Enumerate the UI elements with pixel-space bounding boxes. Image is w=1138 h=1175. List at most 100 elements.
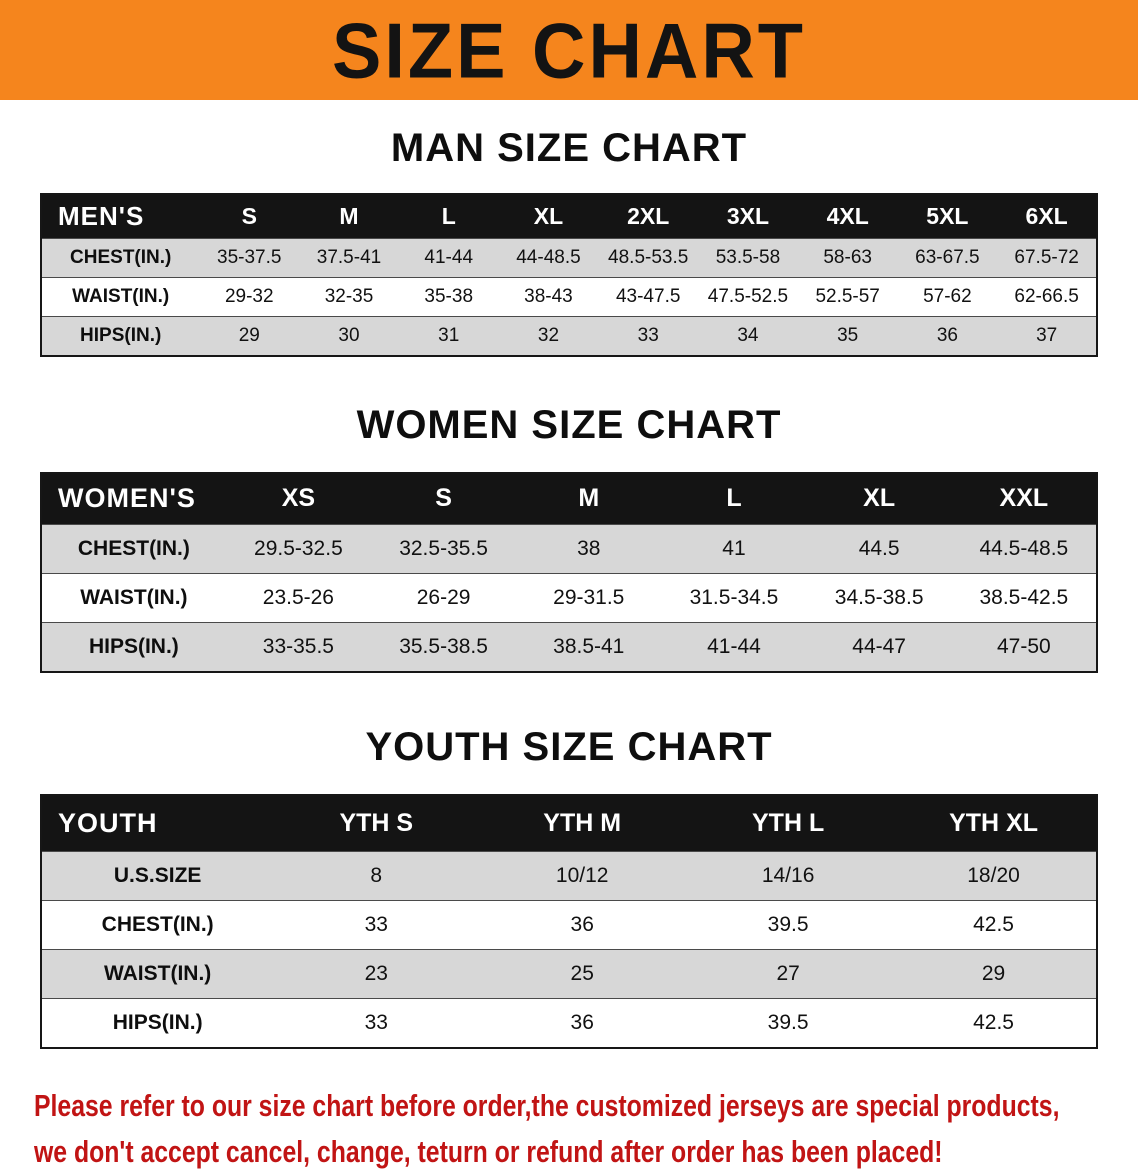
size-value: 32 [537, 324, 560, 346]
size-value: 18/20 [967, 863, 1020, 887]
youth-size-table: YOUTH YTH S YTH M YTH L YTH XL U.S.SIZE 8 10/12… [40, 794, 1098, 1049]
size-value: 23 [364, 961, 388, 985]
size-value: 29 [238, 324, 260, 346]
size-value: 44.5 [858, 537, 900, 560]
size-value: 33 [637, 324, 659, 346]
size-value: 39.5 [767, 1010, 809, 1034]
row-label: HIPS(IN.) [112, 1010, 203, 1034]
size-value: 29-31.5 [553, 586, 625, 609]
size-value: 25 [570, 961, 594, 985]
size-value: 41-44 [707, 635, 761, 658]
size-value: 31 [438, 324, 460, 346]
row-label: CHEST(IN.) [101, 912, 214, 936]
size-value: 29 [981, 961, 1006, 985]
men-table-title: MEN'S [41, 194, 200, 238]
size-value: 44-47 [852, 635, 906, 658]
table-row: CHEST(IN.) 33 36 39.5 42.5 [41, 900, 1097, 949]
size-value: 31.5-34.5 [689, 586, 779, 609]
column-header: S [199, 194, 300, 238]
size-value: 52.5-57 [815, 285, 880, 307]
men-size-table: MEN'S S M L XL 2XL 3XL 4XL 5XL 6XL CHEST(IN.) 35-37… [40, 193, 1098, 357]
notice-line-1: Please refer to our size chart before or… [34, 1087, 1060, 1123]
column-header: YTH L [685, 795, 892, 851]
size-value: 43-47.5 [615, 285, 681, 307]
row-label: CHEST(IN.) [77, 537, 190, 560]
size-value: 34 [737, 324, 759, 346]
size-value: 14/16 [761, 863, 815, 887]
size-value: 23.5-26 [262, 586, 334, 609]
column-header: 5XL [897, 194, 998, 238]
table-row: CHEST(IN.) 29.5-32.5 32.5-35.5 38 41 44.5 44.5… [41, 524, 1097, 574]
row-label: WAIST(IN.) [103, 961, 212, 985]
row-label: HIPS(IN.) [88, 635, 179, 658]
youth-section-title: YOUTH SIZE CHART [365, 725, 773, 769]
size-value: 27 [776, 961, 800, 985]
footer-notice: Please refer to our size chart before or… [34, 1083, 1138, 1175]
women-section-title: WOMEN SIZE CHART [356, 402, 782, 447]
size-value: 35 [837, 324, 859, 346]
size-value: 37 [1036, 324, 1058, 346]
size-value: 47-50 [997, 635, 1051, 658]
column-header: 6XL [997, 194, 1097, 238]
row-label: WAIST(IN.) [80, 586, 188, 609]
notice-line-2: we don't accept cancel, change, teturn o… [34, 1133, 943, 1169]
table-row: CHEST(IN.) 35-37.5 37.5-41 41-44 44-48.5 48.5… [41, 238, 1097, 277]
column-header: 2XL [598, 194, 699, 238]
size-value: 32.5-35.5 [399, 537, 488, 560]
women-header-row: WOMEN'S XS S M L XL XXL [41, 472, 1097, 525]
size-value: 32-35 [324, 285, 374, 307]
column-header: YTH M [479, 795, 686, 851]
row-label: U.S.SIZE [113, 863, 202, 887]
size-value: 30 [338, 324, 360, 346]
size-value: 42.5 [973, 1010, 1014, 1034]
size-value: 48.5-53.5 [608, 246, 689, 268]
youth-header-row: YOUTH YTH S YTH M YTH L YTH XL [41, 795, 1097, 851]
men-section: MAN SIZE CHART MEN'S S M L XL 2XL 3XL 4XL 5XL 6XL… [0, 126, 1138, 357]
banner: SIZE CHART [0, 0, 1138, 100]
men-header-row: MEN'S S M L XL 2XL 3XL 4XL 5XL 6XL [41, 194, 1097, 238]
size-value: 58-63 [823, 246, 872, 268]
column-header: M [516, 472, 662, 525]
size-value: 33 [364, 1010, 388, 1034]
size-value: 44-48.5 [516, 246, 581, 268]
table-row: HIPS(IN.) 33 36 39.5 42.5 [41, 998, 1097, 1048]
men-section-title: MAN SIZE CHART [390, 126, 748, 170]
column-header: XL [498, 194, 599, 238]
size-value: 36 [936, 324, 958, 346]
size-value: 33 [364, 912, 388, 936]
size-value: 29.5-32.5 [254, 537, 343, 560]
row-label: WAIST(IN.) [72, 285, 170, 307]
column-header: XS [225, 472, 371, 525]
size-value: 35-37.5 [217, 246, 282, 268]
size-value: 38.5-42.5 [979, 586, 1069, 609]
size-value: 53.5-58 [715, 246, 781, 268]
table-row: WAIST(IN.) 23.5-26 26-29 29-31.5 31.5-34.5 34… [41, 573, 1097, 623]
table-row: WAIST(IN.) 23 25 27 29 [41, 949, 1097, 998]
size-value: 34.5-38.5 [834, 586, 924, 609]
column-header: 3XL [698, 194, 798, 238]
size-value: 41 [722, 537, 746, 560]
size-value: 47.5-52.5 [707, 285, 789, 307]
size-value: 38.5-41 [553, 635, 625, 658]
column-header: YTH XL [891, 795, 1097, 851]
size-value: 29-32 [224, 285, 274, 307]
youth-section: YOUTH SIZE CHART YOUTH YTH S YTH M YTH L YTH… [0, 725, 1138, 1049]
size-value: 38 [577, 537, 601, 560]
youth-table-title: YOUTH [41, 795, 274, 851]
size-value: 39.5 [767, 912, 809, 936]
column-header: 4XL [797, 194, 898, 238]
size-value: 63-67.5 [915, 246, 980, 268]
size-value: 36 [570, 1010, 594, 1034]
size-value: 10/12 [555, 863, 609, 887]
size-value: 38-43 [524, 285, 573, 307]
table-row: HIPS(IN.) 29 30 31 32 33 34 35 36 37 [41, 316, 1097, 356]
column-header: YTH S [273, 795, 480, 851]
size-value: 8 [370, 863, 383, 887]
size-value: 57-62 [923, 285, 972, 307]
women-table-title: WOMEN'S [41, 472, 226, 525]
size-value: 36 [570, 912, 594, 936]
row-label: CHEST(IN.) [70, 246, 172, 268]
size-value: 33-35.5 [262, 635, 334, 658]
size-value: 37.5-41 [316, 246, 382, 268]
